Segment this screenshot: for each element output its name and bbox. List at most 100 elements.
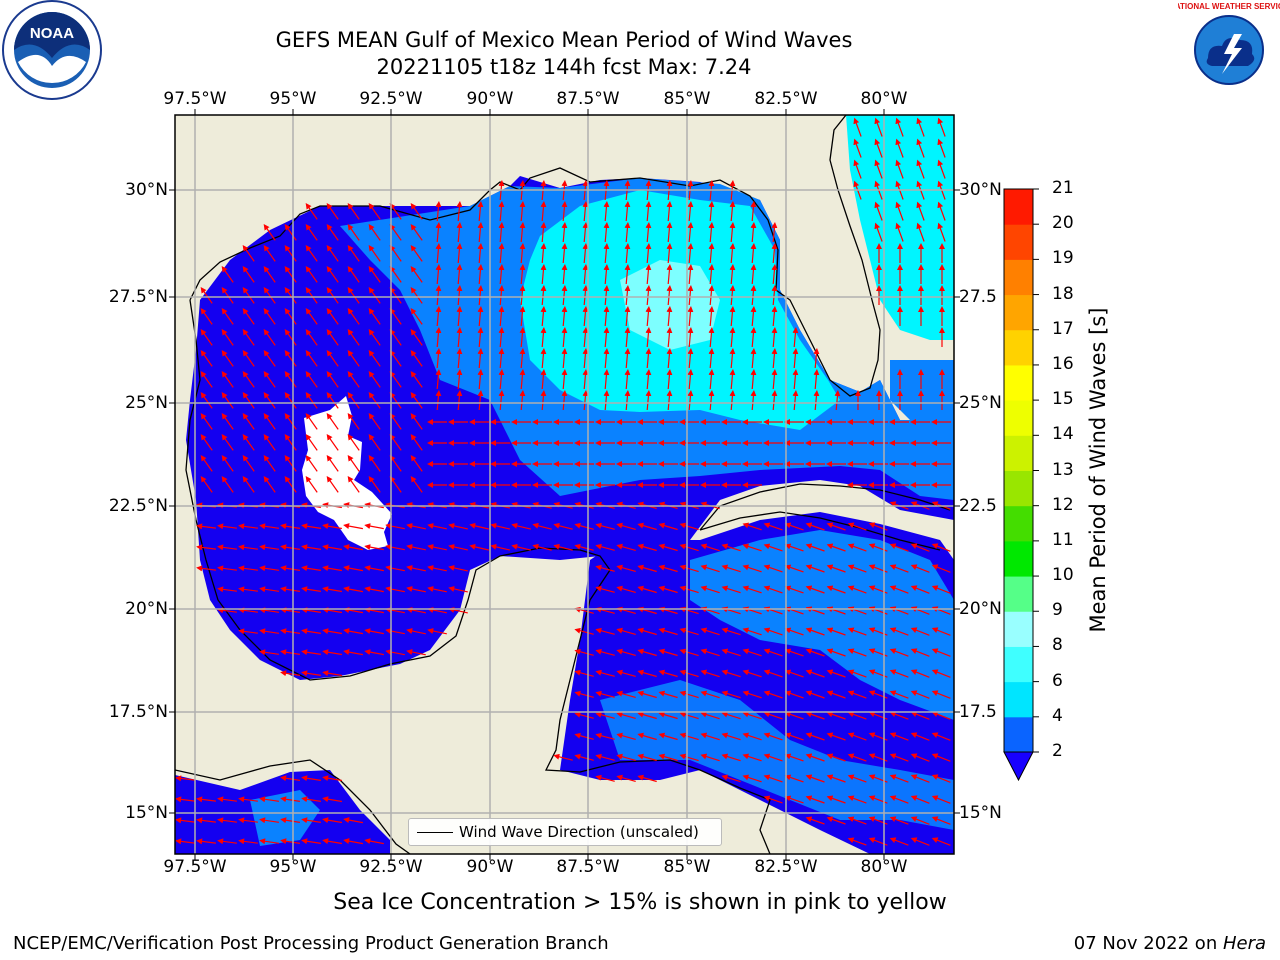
wind-wave-arrow <box>406 586 426 593</box>
wind-wave-arrow <box>200 349 213 367</box>
wind-wave-arrow <box>221 265 234 283</box>
wind-wave-arrow <box>368 433 381 451</box>
wind-wave-arrow <box>805 816 825 825</box>
wind-wave-arrow <box>200 433 213 451</box>
wind-wave-arrow <box>221 328 234 346</box>
wind-wave-arrow <box>847 774 867 783</box>
wind-wave-arrow <box>477 348 484 369</box>
lon-label-bottom: 97.5°W <box>163 857 227 877</box>
wind-wave-arrow <box>763 732 783 741</box>
wind-wave-arrow <box>410 286 423 304</box>
wind-wave-arrow <box>532 522 552 530</box>
lon-label-bottom: 87.5°W <box>556 857 620 877</box>
wind-wave-arrow <box>763 774 783 783</box>
wind-wave-arrow <box>708 243 715 264</box>
colorbar-tick-label: 21 <box>1052 178 1074 198</box>
wind-wave-arrow <box>263 286 276 304</box>
wind-wave-arrow <box>847 732 867 741</box>
wind-wave-arrow <box>368 349 381 367</box>
wind-wave-arrow <box>603 306 610 327</box>
wind-wave-arrow <box>238 523 258 530</box>
wind-wave-arrow <box>540 327 547 348</box>
wind-wave-arrow <box>895 180 904 200</box>
wind-wave-arrow <box>771 390 778 411</box>
wind-wave-arrow <box>624 243 631 264</box>
wind-wave-arrow <box>217 565 237 572</box>
wind-wave-arrow <box>406 649 426 656</box>
wind-wave-arrow <box>456 369 463 390</box>
wind-wave-arrow <box>729 390 736 411</box>
wind-wave-arrow <box>389 370 402 388</box>
wind-wave-arrow <box>406 628 426 635</box>
wind-wave-arrow <box>456 264 463 285</box>
colorbar-tick-label: 13 <box>1052 459 1074 480</box>
wind-wave-arrow <box>410 223 423 241</box>
wind-wave-arrow <box>729 327 736 348</box>
lon-label-top: 85°W <box>663 89 711 109</box>
wind-wave-arrow <box>658 564 678 573</box>
wind-wave-arrow <box>284 223 297 241</box>
wind-wave-arrow <box>322 817 342 824</box>
wind-wave-arrow <box>616 522 636 530</box>
wind-wave-arrow <box>658 648 678 657</box>
wind-wave-arrow <box>687 222 694 243</box>
wind-wave-arrow <box>561 348 568 369</box>
wind-wave-arrow <box>221 433 234 451</box>
lon-label-top: 92.5°W <box>359 89 423 109</box>
wind-wave-arrow <box>805 627 825 636</box>
wind-wave-arrow <box>519 348 526 369</box>
wind-wave-arrow <box>217 796 237 803</box>
lon-label-bottom: 85°W <box>663 857 711 877</box>
wind-wave-arrow <box>931 795 951 804</box>
wind-wave-arrow <box>196 796 216 803</box>
wind-wave-arrow <box>616 774 636 782</box>
wind-wave-arrow <box>637 732 657 741</box>
wind-wave-arrow <box>574 669 594 677</box>
wind-wave-arrow <box>616 690 636 698</box>
wind-wave-arrow <box>805 690 825 699</box>
wind-wave-arrow <box>679 753 699 762</box>
wind-wave-arrow <box>784 711 804 720</box>
wind-wave-arrow <box>263 475 276 493</box>
wind-wave-arrow <box>937 159 946 179</box>
wind-wave-arrow <box>721 732 741 741</box>
wind-wave-arrow <box>666 327 673 348</box>
wind-wave-arrow <box>347 370 360 388</box>
wind-wave-arrow <box>874 201 883 221</box>
wind-wave-arrow <box>196 523 216 530</box>
wind-wave-arrow <box>595 585 615 593</box>
wind-wave-arrow <box>196 565 216 572</box>
wind-wave-arrow <box>645 243 652 264</box>
wind-wave-arrow <box>637 690 657 699</box>
wind-wave-arrow <box>700 543 720 552</box>
wind-wave-arrow <box>700 711 720 720</box>
wind-wave-arrow <box>874 138 883 158</box>
lat-label-left: 27.5°N <box>108 287 168 307</box>
wind-wave-arrow <box>889 753 909 762</box>
wind-wave-arrow <box>326 307 339 325</box>
wind-wave-arrow <box>603 264 610 285</box>
wind-wave-arrow <box>574 627 594 635</box>
wind-wave-arrow <box>910 795 930 804</box>
wind-wave-arrow <box>784 522 804 531</box>
wind-wave-arrow <box>784 543 804 552</box>
wind-wave-arrow <box>519 222 526 243</box>
wind-wave-arrow <box>582 222 589 243</box>
wind-wave-arrow <box>326 412 339 430</box>
wind-wave-arrow <box>582 201 589 222</box>
wind-wave-arrow <box>347 391 360 409</box>
wind-wave-arrow <box>889 669 909 678</box>
wind-wave-arrow <box>498 369 505 390</box>
wind-wave-arrow <box>435 348 442 369</box>
wind-wave-arrow <box>284 349 297 367</box>
colorbar-swatch <box>1004 716 1033 753</box>
wind-wave-arrow <box>742 669 762 678</box>
wind-wave-arrow <box>742 564 762 573</box>
wind-wave-arrow <box>368 475 381 493</box>
wind-wave-arrow <box>561 390 568 411</box>
colorbar-swatch <box>1004 540 1033 577</box>
wind-wave-arrow <box>448 544 468 551</box>
wind-wave-arrow <box>910 648 930 657</box>
wind-wave-arrow <box>742 585 762 594</box>
